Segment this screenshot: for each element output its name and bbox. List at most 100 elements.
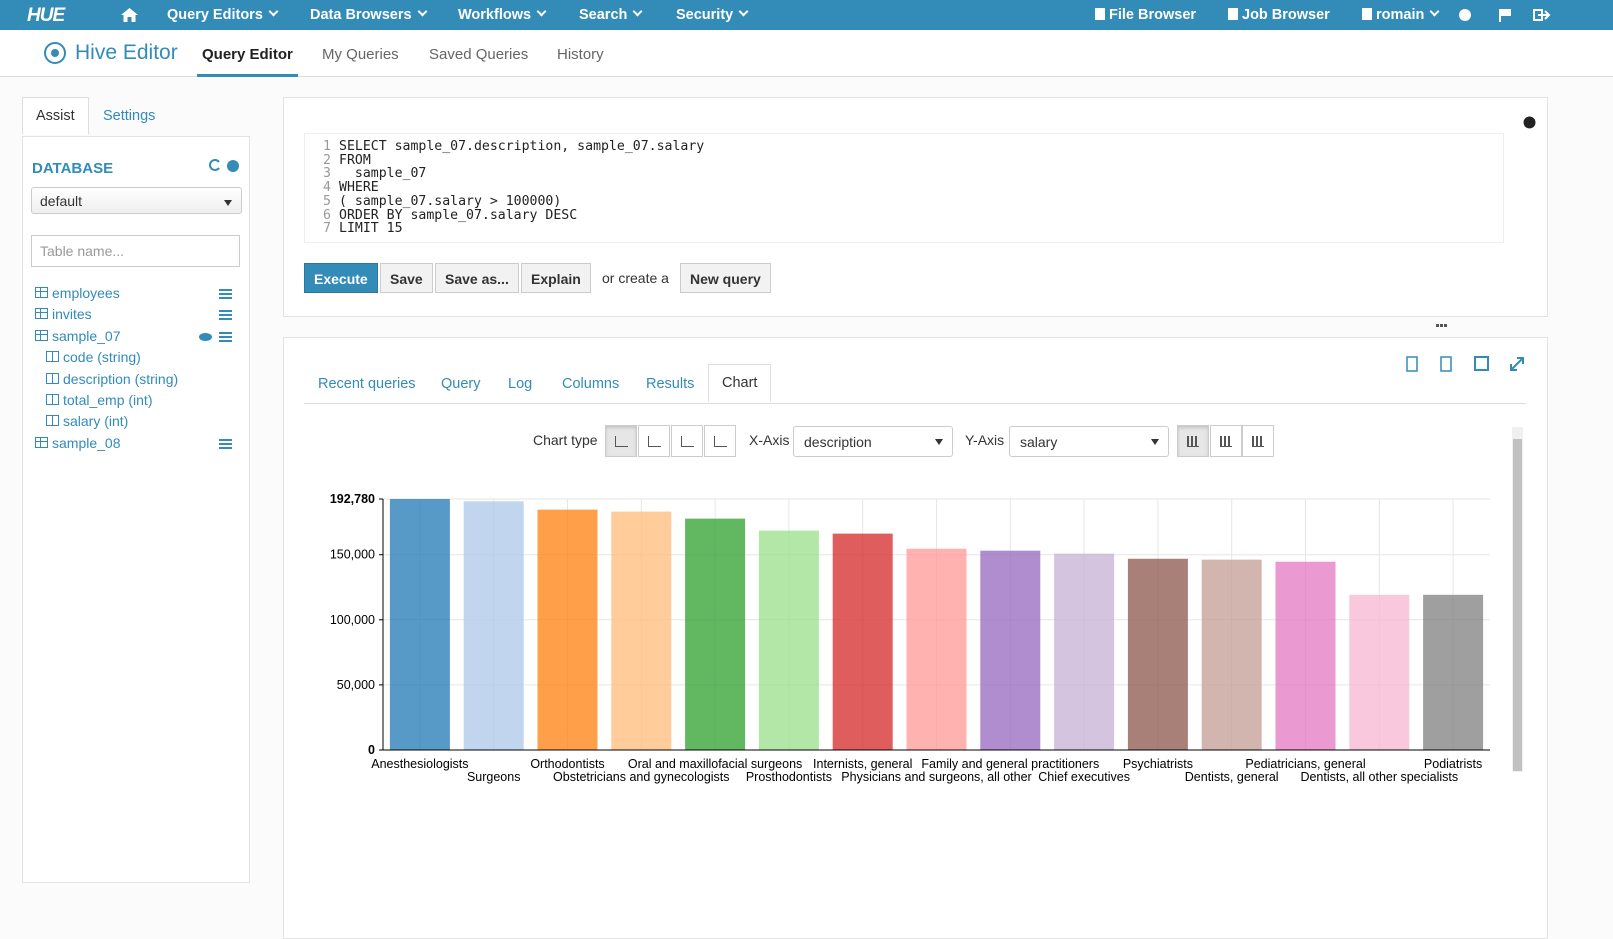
x-tick-label: Anesthesiologists: [371, 757, 468, 771]
table-item[interactable]: sample_07: [35, 328, 121, 344]
result-tab[interactable]: Log: [508, 376, 532, 392]
new-query-button[interactable]: New query: [680, 263, 771, 293]
preview-icon[interactable]: [199, 333, 212, 341]
x-tick-label: Oral and maxillofacial surgeons: [628, 757, 802, 771]
table-icon: [35, 308, 48, 319]
table-name: sample_07: [52, 328, 121, 344]
sort-button[interactable]: [1177, 425, 1209, 457]
app-tab[interactable]: Query Editor: [202, 46, 293, 63]
table-item[interactable]: sample_08: [35, 435, 121, 451]
nav-link-label: File Browser: [1109, 7, 1196, 23]
table-action[interactable]: [219, 310, 232, 320]
x-axis-select[interactable]: description: [793, 426, 953, 457]
x-tick-label: Orthodontists: [530, 757, 604, 771]
app-tab[interactable]: History: [557, 46, 604, 63]
nav-menu[interactable]: Security: [676, 7, 747, 23]
result-actions[interactable]: [1404, 355, 1529, 373]
nav-menu-label: Data Browsers: [310, 7, 412, 23]
editor-button[interactable]: Explain: [521, 263, 591, 293]
code-lines: 1SELECT sample_07.description, sample_07…: [305, 134, 1503, 236]
bar: [1276, 562, 1336, 750]
table-icon: [35, 287, 48, 298]
logo[interactable]: HUE: [27, 5, 64, 27]
table-action[interactable]: [219, 439, 232, 449]
nav-menu[interactable]: Query Editors: [167, 7, 277, 23]
column-item[interactable]: code (string): [46, 349, 141, 365]
nav-menu[interactable]: Data Browsers: [310, 7, 426, 23]
nav-menu[interactable]: Workflows: [458, 7, 545, 23]
code-line: 4WHERE: [305, 181, 1503, 195]
home-icon[interactable]: [120, 7, 139, 23]
result-tab[interactable]: Columns: [562, 376, 619, 392]
bar: [1202, 560, 1262, 750]
app-tab[interactable]: Saved Queries: [429, 46, 528, 63]
table-action[interactable]: [219, 289, 232, 299]
assist-tab[interactable]: Assist: [22, 97, 89, 135]
chart-type-button[interactable]: [704, 425, 736, 457]
nav-link-icon: [1228, 8, 1238, 20]
app-title[interactable]: Hive Editor: [75, 41, 178, 65]
button-icon: [648, 436, 661, 447]
column-name: total_emp (int): [63, 392, 152, 408]
bar: [907, 549, 967, 750]
database-select[interactable]: default: [31, 187, 242, 214]
result-tab[interactable]: Query: [441, 376, 481, 392]
nav-menu[interactable]: Search: [579, 7, 641, 23]
assist-tab[interactable]: Settings: [103, 108, 155, 124]
db-icons[interactable]: [207, 158, 241, 174]
scrollbar[interactable]: [1512, 427, 1523, 772]
line-number: 5: [305, 195, 339, 209]
chart-type-button[interactable]: [638, 425, 670, 457]
create-text: or create a: [602, 270, 669, 286]
table-name: sample_08: [52, 435, 121, 451]
chart-type-label: Chart type: [533, 432, 598, 448]
nav-link-icon: [1362, 8, 1372, 20]
column-item[interactable]: total_emp (int): [46, 392, 152, 408]
code-editor[interactable]: 1SELECT sample_07.description, sample_07…: [304, 133, 1504, 243]
editor-button[interactable]: Save: [380, 263, 433, 293]
table-filter[interactable]: Table name...: [31, 235, 240, 267]
y-tick-label: 0: [368, 743, 375, 757]
bar: [390, 499, 450, 750]
column-icon: [46, 415, 59, 426]
app-tab[interactable]: My Queries: [322, 46, 399, 63]
bar: [1423, 595, 1483, 750]
code-line: 2FROM: [305, 154, 1503, 168]
code-line: 3 sample_07: [305, 167, 1503, 181]
column-item[interactable]: salary (int): [46, 413, 128, 429]
bar: [1054, 554, 1114, 750]
bar: [1128, 559, 1188, 750]
top-nav: HUE Query Editors Data Browsers Workflows S…: [0, 0, 1613, 30]
resize-handle[interactable]: [1436, 324, 1447, 327]
editor-button[interactable]: Execute: [304, 263, 378, 293]
caret: [417, 7, 427, 17]
help-icon[interactable]: [1523, 116, 1536, 129]
sort-button[interactable]: [1210, 425, 1242, 457]
caret: [268, 7, 278, 17]
sort-button[interactable]: [1242, 425, 1274, 457]
code-line: 5( sample_07.salary > 100000): [305, 195, 1503, 209]
nav-link[interactable]: File Browser: [1095, 7, 1196, 23]
caret: [1430, 7, 1440, 17]
y-axis-select[interactable]: salary: [1009, 426, 1169, 457]
nav-link[interactable]: romain: [1362, 7, 1438, 23]
table-item[interactable]: invites: [35, 306, 92, 322]
editor-button[interactable]: Save as...: [435, 263, 519, 293]
line-number: 2: [305, 154, 339, 168]
result-tab[interactable]: Recent queries: [318, 376, 416, 392]
table-action[interactable]: [219, 332, 232, 342]
database-heading: DATABASE: [32, 160, 113, 177]
nav-link[interactable]: Job Browser: [1228, 7, 1330, 23]
nav-menu-label: Query Editors: [167, 7, 263, 23]
result-tab[interactable]: Chart: [708, 364, 771, 402]
nav-menu-label: Search: [579, 7, 627, 23]
table-icon: [35, 330, 48, 341]
code-text: LIMIT 15: [339, 221, 403, 236]
chart-type-button[interactable]: [605, 425, 637, 457]
column-item[interactable]: description (string): [46, 371, 178, 387]
chart-type-button[interactable]: [671, 425, 703, 457]
table-item[interactable]: employees: [35, 285, 120, 301]
button-icon: [681, 436, 694, 447]
nav-link-label: Job Browser: [1242, 7, 1330, 23]
result-tab[interactable]: Results: [646, 376, 694, 392]
